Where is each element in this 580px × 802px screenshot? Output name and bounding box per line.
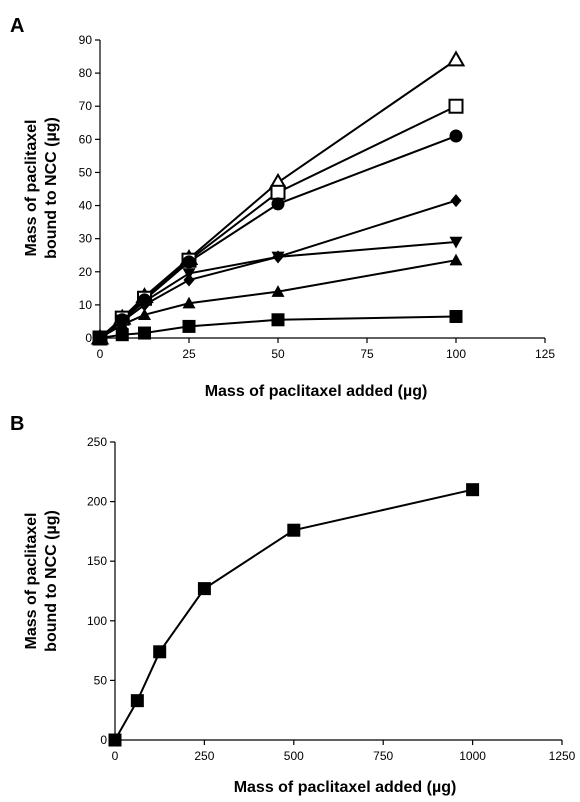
- data-point-a-3-3: [183, 273, 195, 287]
- y-axis-title-b-line1: Mass of paclitaxel: [23, 513, 40, 650]
- data-point-a-5-4: [271, 285, 285, 297]
- y-tick-label-b-4: 200: [87, 495, 107, 509]
- y-tick-label-a-5: 50: [79, 165, 93, 179]
- y-tick-label-b-5: 250: [87, 435, 107, 449]
- panel-label-a: A: [10, 15, 24, 37]
- chart-panel-a: A Mass of paclitaxel bound to NCC (µg) M…: [10, 15, 555, 400]
- series-line-a-2: [99, 135, 457, 339]
- data-point-a-4-3: [182, 268, 196, 280]
- y-axis-title-a-line1: Mass of paclitaxel: [23, 120, 40, 257]
- data-point-a-5-5: [449, 253, 463, 266]
- x-tick-label-b-2: 500: [284, 749, 304, 763]
- data-point-b-0-0: [108, 733, 122, 747]
- x-tick-label-b-5: 1250: [549, 749, 576, 763]
- panel-label-b: B: [10, 413, 24, 435]
- x-tick-label-a-1: 25: [182, 347, 196, 361]
- series-line-b-0: [114, 488, 473, 741]
- x-tick-label-b-4: 1000: [459, 749, 486, 763]
- x-tick-label-a-5: 125: [535, 347, 555, 361]
- y-tick-label-b-3: 150: [87, 554, 107, 568]
- data-point-a-6-2: [138, 326, 151, 340]
- y-tick-label-a-2: 20: [79, 265, 93, 279]
- x-tick-label-a-2: 50: [271, 347, 285, 361]
- y-tick-label-b-1: 50: [94, 673, 108, 687]
- data-point-a-1-4: [270, 184, 286, 200]
- data-point-a-3-5: [450, 194, 462, 208]
- data-point-b-0-4: [287, 523, 301, 537]
- data-point-b-0-2: [153, 645, 167, 659]
- y-tick-label-a-3: 30: [79, 232, 93, 246]
- x-tick-label-a-3: 75: [360, 347, 374, 361]
- data-point-a-6-0: [93, 331, 107, 345]
- x-tick-label-a-0: 0: [97, 347, 104, 361]
- y-tick-label-a-0: 0: [85, 331, 92, 345]
- series-line-a-1: [99, 105, 457, 339]
- y-tick-label-a-4: 40: [79, 199, 93, 213]
- data-point-a-6-4: [271, 313, 285, 327]
- x-tick-label-b-3: 750: [373, 749, 393, 763]
- y-tick-label-b-2: 100: [87, 614, 107, 628]
- chart-panel-b: B Mass of paclitaxel bound to NCC (µg) M…: [10, 413, 576, 796]
- y-axis-title-b-line2: bound to NCC (µg): [43, 510, 60, 652]
- data-point-a-4-2: [138, 296, 151, 309]
- y-axis-title-a-line2: bound to NCC (µg): [43, 117, 60, 259]
- data-point-a-6-3: [182, 319, 196, 333]
- y-tick-label-a-6: 60: [79, 132, 93, 146]
- x-tick-label-b-1: 250: [194, 749, 214, 763]
- data-point-a-5-2: [138, 308, 151, 321]
- x-tick-label-a-4: 100: [446, 347, 466, 361]
- y-tick-label-b-0: 0: [100, 733, 107, 747]
- data-point-b-0-3: [197, 582, 211, 596]
- data-point-a-5-1: [115, 318, 129, 330]
- y-tick-label-a-9: 90: [79, 33, 93, 47]
- data-point-a-2-5: [449, 129, 463, 143]
- data-point-a-4-4: [271, 251, 285, 264]
- data-point-b-0-1: [130, 694, 144, 708]
- x-tick-label-b-0: 0: [112, 749, 119, 763]
- data-point-a-5-3: [182, 296, 196, 309]
- y-tick-label-a-8: 80: [79, 66, 93, 80]
- data-point-a-4-5: [449, 236, 463, 249]
- data-point-a-6-5: [449, 309, 463, 323]
- data-point-a-6-1: [115, 328, 129, 342]
- data-point-a-2-3: [182, 255, 196, 269]
- x-axis-title-b: Mass of paclitaxel added (µg): [234, 779, 457, 796]
- y-tick-label-a-7: 70: [79, 99, 93, 113]
- data-point-b-0-5: [466, 483, 480, 497]
- x-axis-title-a: Mass of paclitaxel added (µg): [205, 383, 428, 400]
- data-point-a-0-5: [446, 50, 466, 67]
- y-tick-label-a-1: 10: [79, 298, 93, 312]
- data-point-a-1-5: [448, 98, 464, 114]
- data-point-a-2-4: [271, 197, 285, 211]
